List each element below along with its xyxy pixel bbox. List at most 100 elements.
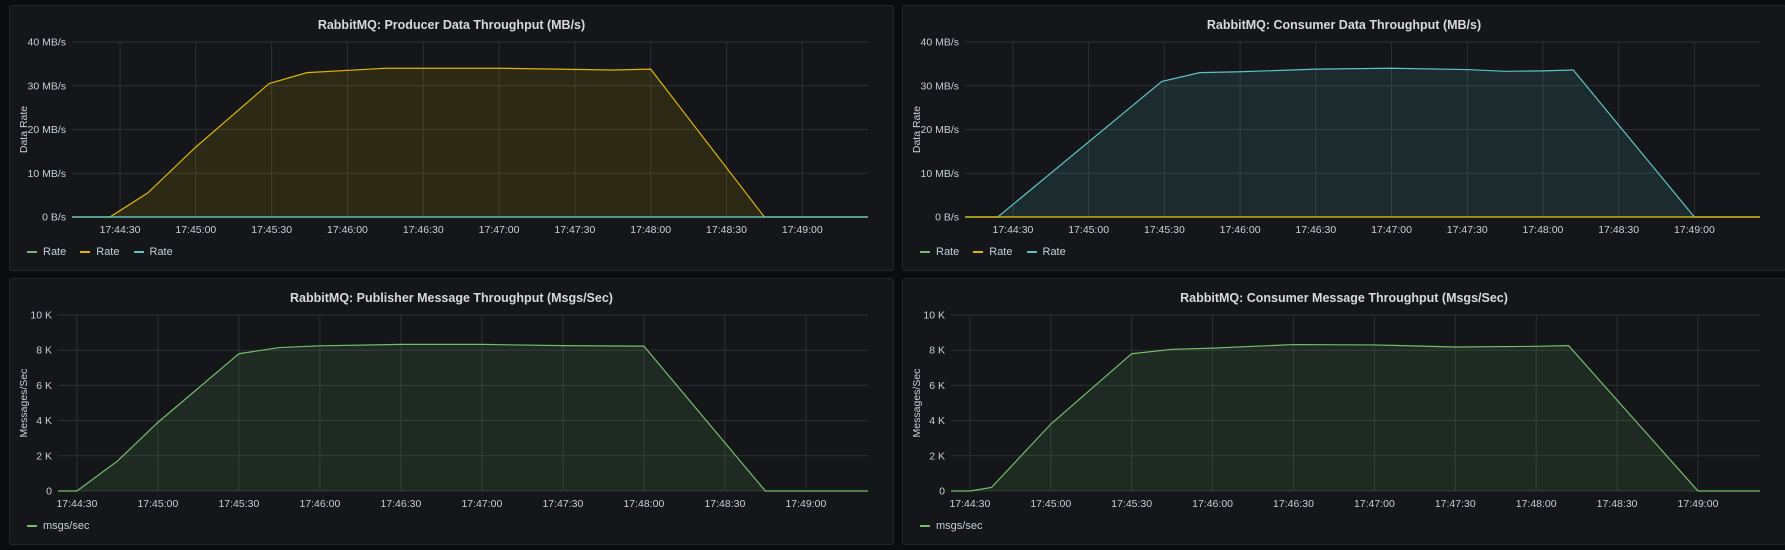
series-line <box>951 343 1760 492</box>
x-tick-label: 17:48:30 <box>706 224 747 236</box>
legend-swatch <box>920 251 930 253</box>
y-tick-label: 0 <box>939 486 945 498</box>
legend-item-rate-green[interactable]: Rate <box>27 246 66 258</box>
x-tick-label: 17:44:30 <box>993 224 1034 236</box>
x-tick-label: 17:44:30 <box>56 498 97 510</box>
legend-item-rate-teal[interactable]: Rate <box>1026 246 1066 258</box>
legend-item-rate-yellow[interactable]: Rate <box>973 246 1013 258</box>
legend: msgs/sec <box>27 520 89 532</box>
x-tick-label: 17:47:00 <box>479 224 520 236</box>
y-tick-label: 10 MB/s <box>27 168 66 180</box>
chart-publisher-message-throughput: 0 2 K 4 K 6 K 8 K 10 K 17:44:30 17:45:00 17:45:3… <box>18 310 868 510</box>
legend-swatch <box>133 251 144 253</box>
y-tick-label: 6 K <box>929 380 945 392</box>
panel-producer-data-throughput: RabbitMQ: Producer Data Throughput (MB/s… <box>9 5 894 271</box>
y-tick-label: 2 K <box>929 450 945 462</box>
y-tick-label: 30 MB/s <box>920 80 959 92</box>
y-tick-label: 10 MB/s <box>920 168 959 180</box>
chart-producer-data-throughput: 0 B/s 10 MB/s 20 MB/s 30 MB/s 40 MB/s 17:44:3… <box>18 37 868 236</box>
x-tick-label: 17:46:30 <box>403 224 444 236</box>
x-tick-label: 17:45:30 <box>218 498 259 510</box>
legend-swatch <box>27 251 37 253</box>
y-axis-label: Data Rate <box>18 106 30 153</box>
legend-swatch <box>973 251 984 253</box>
series-line <box>72 67 868 218</box>
x-tick-label: 17:46:00 <box>1220 224 1261 236</box>
y-axis-label: Messages/Sec <box>18 369 30 438</box>
series-area <box>58 344 868 491</box>
x-tick-label: 17:44:30 <box>100 224 141 236</box>
x-tick-label: 17:49:00 <box>785 498 826 510</box>
y-tick-label: 10 K <box>30 310 52 322</box>
legend-label: Rate <box>936 246 960 258</box>
legend-swatch <box>1026 251 1037 253</box>
x-tick-label: 17:45:00 <box>175 224 216 236</box>
x-tick-label: 17:44:30 <box>949 498 990 510</box>
x-tick-label: 17:45:00 <box>1068 224 1109 236</box>
x-tick-label: 17:47:30 <box>542 498 583 510</box>
x-tick-label: 17:47:00 <box>1354 498 1395 510</box>
legend-label: Rate <box>43 246 67 258</box>
panel-consumer-data-throughput: RabbitMQ: Consumer Data Throughput (MB/s… <box>902 5 1785 271</box>
y-tick-label: 0 B/s <box>935 212 959 224</box>
legend-item-rate-teal[interactable]: Rate <box>133 246 173 258</box>
panel-consumer-message-throughput: RabbitMQ: Consumer Message Throughput (M… <box>902 278 1785 545</box>
y-tick-label: 8 K <box>929 345 945 357</box>
y-tick-label: 0 B/s <box>42 212 66 224</box>
legend-swatch <box>80 251 91 253</box>
panel-publisher-message-throughput: RabbitMQ: Publisher Message Throughput (… <box>9 278 894 545</box>
x-tick-label: 17:46:00 <box>1192 498 1233 510</box>
legend-swatch <box>920 525 930 527</box>
series-area <box>72 68 868 217</box>
y-axis-label: Messages/Sec <box>911 369 923 438</box>
x-tick-label: 17:45:30 <box>251 224 292 236</box>
x-tick-label: 17:46:30 <box>1273 498 1314 510</box>
x-tick-label: 17:45:30 <box>1144 224 1185 236</box>
x-tick-label: 17:48:30 <box>1597 498 1638 510</box>
x-tick-label: 17:47:00 <box>461 498 502 510</box>
y-tick-label: 40 MB/s <box>27 37 66 49</box>
legend-label: Rate <box>149 246 173 258</box>
x-tick-label: 17:46:30 <box>380 498 421 510</box>
y-axis-label: Data Rate <box>911 106 923 153</box>
x-tick-label: 17:47:30 <box>554 224 595 236</box>
x-tick-label: 17:45:00 <box>1030 498 1071 510</box>
x-tick-label: 17:49:00 <box>1674 224 1715 236</box>
y-tick-label: 4 K <box>36 415 52 427</box>
x-tick-label: 17:48:30 <box>1598 224 1639 236</box>
legend-item-msgs-sec[interactable]: msgs/sec <box>27 520 89 532</box>
legend-item-rate-yellow[interactable]: Rate <box>80 246 120 258</box>
x-tick-label: 17:45:30 <box>1111 498 1152 510</box>
x-tick-label: 17:49:00 <box>1678 498 1719 510</box>
y-tick-label: 4 K <box>929 415 945 427</box>
x-tick-label: 17:48:00 <box>623 498 664 510</box>
y-tick-label: 20 MB/s <box>920 124 959 136</box>
series-area <box>965 68 1760 217</box>
x-tick-label: 17:47:30 <box>1435 498 1476 510</box>
x-tick-label: 17:47:00 <box>1371 224 1412 236</box>
legend: Rate Rate Rate <box>27 246 173 258</box>
x-tick-label: 17:48:00 <box>630 224 671 236</box>
panel-title: RabbitMQ: Producer Data Throughput (MB/s… <box>317 18 586 32</box>
chart-consumer-message-throughput: 0 2 K 4 K 6 K 8 K 10 K 17:44:30 17:45:00 17:45:3… <box>911 310 1760 510</box>
series-line <box>58 343 868 492</box>
series-line <box>965 67 1760 218</box>
legend-item-rate-green[interactable]: Rate <box>920 246 959 258</box>
legend-label: Rate <box>989 246 1013 258</box>
x-tick-label: 17:48:30 <box>704 498 745 510</box>
legend-label: msgs/sec <box>43 520 90 532</box>
y-tick-label: 20 MB/s <box>27 124 66 136</box>
legend-label: Rate <box>1042 246 1066 258</box>
legend-item-msgs-sec[interactable]: msgs/sec <box>920 520 982 532</box>
chart-consumer-data-throughput: 0 B/s 10 MB/s 20 MB/s 30 MB/s 40 MB/s 17:44:3… <box>911 37 1760 236</box>
panel-title: RabbitMQ: Publisher Message Throughput (… <box>290 291 613 305</box>
y-tick-label: 2 K <box>36 450 52 462</box>
y-tick-label: 0 <box>46 486 52 498</box>
legend: msgs/sec <box>920 520 982 532</box>
x-tick-label: 17:46:00 <box>327 224 368 236</box>
x-tick-label: 17:49:00 <box>782 224 823 236</box>
y-tick-label: 40 MB/s <box>920 37 959 49</box>
y-tick-label: 10 K <box>923 310 945 322</box>
x-tick-label: 17:45:00 <box>137 498 178 510</box>
legend-label: Rate <box>96 246 120 258</box>
